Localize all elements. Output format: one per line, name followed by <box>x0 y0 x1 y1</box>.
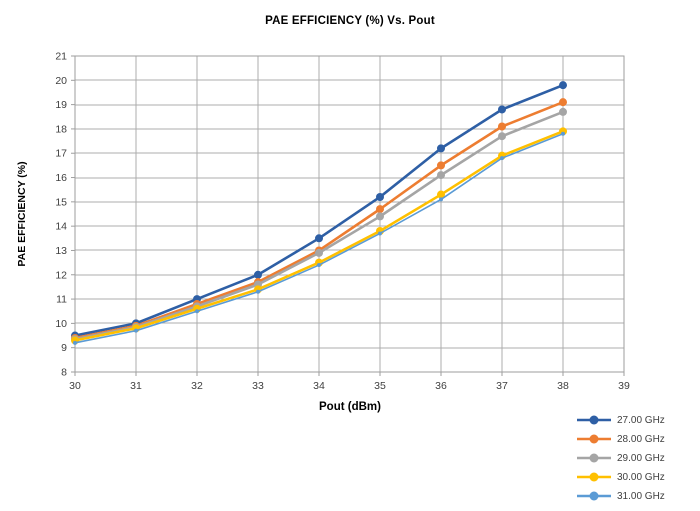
legend: 27.00 GHz 28.00 GHz 29.00 GHz 30.00 GHz 31.0… <box>576 413 665 503</box>
legend-dot <box>589 415 599 425</box>
legend-marker-icon <box>577 453 611 463</box>
data-point-marker <box>500 156 504 161</box>
y-tick-label: 17 <box>55 148 67 160</box>
data-point-marker <box>498 105 506 114</box>
x-tick-label: 32 <box>191 380 203 392</box>
data-point-marker <box>437 161 445 170</box>
data-point-marker <box>498 132 506 141</box>
x-tick-label: 30 <box>69 380 81 392</box>
y-tick-label: 13 <box>55 245 67 257</box>
data-point-marker <box>376 212 384 221</box>
legend-dot <box>589 491 599 501</box>
y-tick-label: 21 <box>55 51 67 63</box>
legend-marker-icon <box>577 434 611 444</box>
x-axis-title: Pout (dBm) <box>319 401 381 413</box>
data-point-marker <box>559 127 567 136</box>
data-point-marker <box>376 192 384 201</box>
legend-label: 27.00 GHz <box>617 414 665 426</box>
y-tick-label: 18 <box>55 123 67 135</box>
y-tick-label: 19 <box>55 99 67 111</box>
legend-item-29.00-GHz: 29.00 GHz <box>576 451 665 465</box>
legend-dot <box>589 472 599 482</box>
legend-label: 28.00 GHz <box>617 433 665 445</box>
x-tick-label: 39 <box>618 380 630 392</box>
legend-item-27.00-GHz: 27.00 GHz <box>576 413 665 427</box>
data-point-marker <box>315 234 323 243</box>
y-tick-label: 10 <box>55 318 67 330</box>
plot-border <box>74 55 625 373</box>
x-tick-label: 37 <box>496 380 508 392</box>
x-tick-label: 35 <box>374 380 386 392</box>
data-point-marker <box>559 98 567 107</box>
legend-item-28.00-GHz: 28.00 GHz <box>576 432 665 446</box>
data-point-marker <box>254 270 262 279</box>
data-point-marker <box>437 190 445 199</box>
x-tick-label: 31 <box>130 380 142 392</box>
x-tick-label: 38 <box>557 380 569 392</box>
x-tick-label: 33 <box>252 380 264 392</box>
legend-label: 29.00 GHz <box>617 452 665 464</box>
series-31.00-GHz <box>73 131 565 345</box>
legend-label: 31.00 GHz <box>617 490 665 502</box>
y-tick-label: 15 <box>55 196 67 208</box>
data-point-marker <box>376 205 384 214</box>
data-point-marker <box>256 289 260 294</box>
y-tick-label: 20 <box>55 75 67 87</box>
data-point-marker <box>195 309 199 314</box>
y-tick-label: 12 <box>55 269 67 281</box>
data-point-marker <box>73 340 77 345</box>
legend-marker-icon <box>577 415 611 425</box>
legend-dot <box>589 453 599 463</box>
data-point-marker <box>315 248 323 257</box>
legend-item-30.00-GHz: 30.00 GHz <box>576 470 665 484</box>
data-point-marker <box>559 107 567 116</box>
x-tick-label: 34 <box>313 380 325 392</box>
y-tick-label: 8 <box>61 367 67 379</box>
data-point-marker <box>437 171 445 180</box>
data-point-marker <box>498 122 506 131</box>
x-tick-label: 36 <box>435 380 447 392</box>
y-tick-label: 14 <box>55 221 67 233</box>
data-point-marker <box>134 328 138 333</box>
y-axis-title: PAE EFFICIENCY (%) <box>16 161 28 267</box>
data-point-marker <box>561 131 565 136</box>
y-tick-label: 9 <box>61 342 67 354</box>
data-point-marker <box>378 231 382 236</box>
legend-marker-icon <box>577 472 611 482</box>
y-tick-label: 16 <box>55 172 67 184</box>
data-point-marker <box>437 144 445 153</box>
legend-dot <box>589 434 599 444</box>
data-point-marker <box>559 81 567 90</box>
data-point-marker <box>439 197 443 202</box>
y-tick-label: 11 <box>56 294 67 306</box>
data-point-marker <box>317 263 321 268</box>
legend-label: 30.00 GHz <box>617 471 665 483</box>
legend-item-31.00-GHz: 31.00 GHz <box>576 489 665 503</box>
tick-marks <box>71 55 625 376</box>
tick-labels: 8 9 10 11 12 13 14 15 16 17 18 19 20 21 30 31 32 33 34 35 36… <box>55 51 630 393</box>
chart-title: PAE EFFICIENCY (%) Vs. Pout <box>265 15 435 27</box>
legend-marker-icon <box>577 491 611 501</box>
